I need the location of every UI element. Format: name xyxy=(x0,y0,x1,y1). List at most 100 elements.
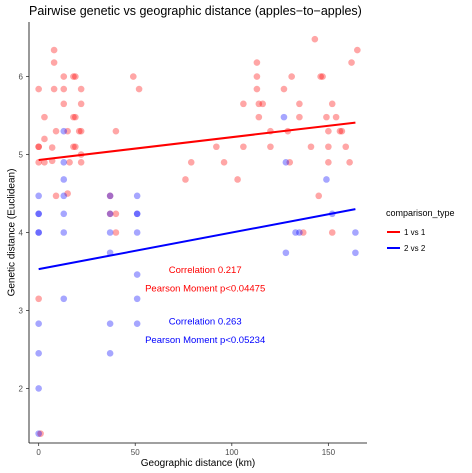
data-point xyxy=(66,159,73,166)
data-point xyxy=(41,159,48,166)
data-point xyxy=(342,143,350,151)
data-point xyxy=(280,113,288,121)
data-point xyxy=(60,127,68,135)
annotation-label: Correlation 0.217 xyxy=(169,265,242,276)
chart-title: Pairwise genetic vs geographic distance … xyxy=(29,4,362,18)
trend-layer xyxy=(38,121,356,271)
data-point xyxy=(112,210,120,218)
data-point xyxy=(133,320,141,328)
data-point xyxy=(240,100,247,108)
data-point xyxy=(48,144,56,151)
data-point xyxy=(52,192,60,200)
data-point xyxy=(106,192,114,200)
legend-items: 1 vs 1 2 vs 2 xyxy=(387,228,426,253)
data-point xyxy=(133,192,141,200)
data-point xyxy=(75,127,83,135)
legend: comparison_type 1 vs 1 2 vs 2 xyxy=(386,208,455,253)
data-point xyxy=(60,85,68,93)
data-point xyxy=(41,135,48,143)
data-point xyxy=(282,249,290,257)
data-point xyxy=(129,73,137,80)
data-point xyxy=(255,113,263,121)
data-point xyxy=(106,320,114,328)
data-point xyxy=(35,192,42,200)
data-point xyxy=(288,73,295,80)
data-point xyxy=(323,176,330,183)
data-point xyxy=(35,229,42,236)
data-point xyxy=(35,320,42,328)
data-point xyxy=(259,100,267,108)
data-point xyxy=(328,100,336,108)
data-point xyxy=(336,127,344,135)
data-point xyxy=(64,127,71,135)
data-point xyxy=(182,176,189,183)
data-point xyxy=(60,73,68,80)
data-point xyxy=(332,113,340,121)
data-point xyxy=(35,385,42,392)
data-point xyxy=(70,113,77,121)
legend-label: 1 vs 1 xyxy=(404,228,426,237)
data-point xyxy=(112,229,120,236)
y-axis-title: Genetic distance (Euclidean) xyxy=(7,169,18,297)
data-point xyxy=(280,85,288,93)
data-point xyxy=(338,127,346,135)
data-point xyxy=(323,113,330,121)
plot-area: Correlation 0.217 Pearson Moment p<0.0447… xyxy=(35,35,361,437)
data-point xyxy=(346,159,353,166)
data-point xyxy=(35,350,42,357)
data-point xyxy=(60,229,68,236)
data-point xyxy=(35,85,42,93)
x-tick-label: 0 xyxy=(36,448,41,457)
x-tick-label: 100 xyxy=(225,448,239,457)
y-tick-label: 6 xyxy=(19,73,24,82)
data-point xyxy=(240,143,247,151)
data-point xyxy=(60,295,68,303)
data-point xyxy=(77,127,85,135)
data-point xyxy=(296,100,303,108)
data-point xyxy=(64,190,71,197)
data-point xyxy=(325,127,332,135)
data-point xyxy=(35,143,42,151)
data-point xyxy=(296,113,303,121)
data-point xyxy=(325,159,332,166)
data-point xyxy=(133,295,141,303)
data-point xyxy=(60,210,68,218)
data-point xyxy=(133,210,141,218)
data-point xyxy=(35,295,42,303)
data-point xyxy=(112,127,120,135)
y-tick-label: 5 xyxy=(19,151,24,160)
data-point xyxy=(220,159,228,166)
data-point xyxy=(352,229,359,236)
data-point xyxy=(348,59,355,66)
data-point xyxy=(50,46,58,54)
data-point xyxy=(35,210,42,218)
data-point xyxy=(213,143,220,151)
trend-line xyxy=(38,208,356,271)
x-tick-label: 150 xyxy=(322,448,336,457)
data-point xyxy=(282,159,290,166)
annotation-label: Correlation 0.263 xyxy=(169,316,242,327)
data-point xyxy=(106,210,114,218)
data-point xyxy=(35,229,42,236)
annotation-label: Pearson Moment p<0.05234 xyxy=(145,335,265,346)
y-tick-label: 2 xyxy=(19,384,24,393)
data-point xyxy=(72,113,79,121)
data-point xyxy=(135,85,143,93)
annotation-layer: Correlation 0.217 Pearson Moment p<0.0447… xyxy=(145,265,265,346)
annotation-label: Pearson Moment p<0.04475 xyxy=(145,284,265,295)
data-point xyxy=(267,143,274,151)
data-point xyxy=(299,229,307,236)
y-tick-label: 4 xyxy=(19,229,24,238)
data-point xyxy=(77,100,85,108)
data-point xyxy=(70,73,77,80)
data-point xyxy=(133,271,141,278)
data-point xyxy=(106,350,114,357)
data-point xyxy=(70,143,77,151)
data-point xyxy=(133,210,141,218)
data-point xyxy=(187,159,195,166)
data-point xyxy=(253,85,261,93)
trend-line xyxy=(38,121,356,161)
points-layer xyxy=(35,35,361,437)
x-tick-label: 50 xyxy=(131,448,140,457)
